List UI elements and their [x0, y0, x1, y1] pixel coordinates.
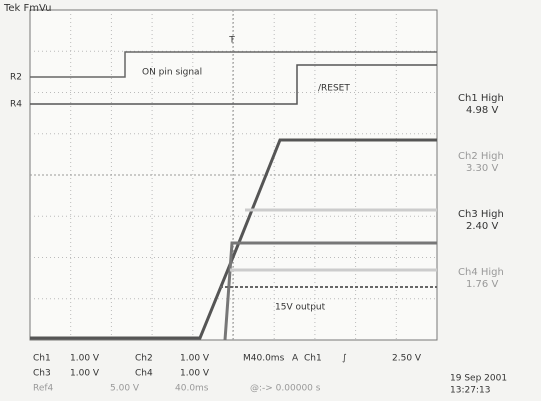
header-title: Tek FmVu — [3, 3, 52, 14]
annotation: /RESET — [318, 84, 350, 94]
setting: Ch1 — [304, 354, 322, 364]
settings: Ch1 1.00 V Ch2 1.00 V M40.0ms A Ch1 ∫ 2.50 V Ch3 1… — [33, 354, 422, 394]
readout-value: 4.98 V — [466, 105, 498, 116]
readout-name: Ch1 High — [458, 93, 504, 104]
setting: 40.0ms — [175, 384, 209, 394]
setting: M40.0ms — [243, 354, 285, 364]
setting: 2.50 V — [392, 354, 422, 364]
setting: @:-> 0.00000 s — [250, 384, 321, 394]
readout-name: Ch4 High — [458, 267, 504, 278]
date: 19 Sep 2001 — [450, 374, 507, 384]
setting: Ch4 — [135, 369, 153, 379]
setting: 1.00 V — [180, 354, 210, 364]
readout-value: 2.40 V — [466, 221, 498, 232]
trigger-marker: T — [228, 36, 235, 46]
readout-name: Ch2 High — [458, 151, 504, 162]
scope-screen: T Tek FmVu R2 R4 ON pin signal /RESET 15… — [0, 0, 541, 397]
readout-value: 1.76 V — [466, 279, 498, 290]
readout-value: 3.30 V — [466, 163, 498, 174]
setting: Ch3 — [33, 369, 51, 379]
setting: Ref4 — [33, 384, 54, 394]
marker: R4 — [10, 100, 22, 110]
annotation: 15V output — [275, 303, 326, 313]
time: 13:27:13 — [450, 386, 490, 396]
readout-name: Ch3 High — [458, 209, 504, 220]
setting: ∫ — [342, 354, 347, 364]
marker: R2 — [10, 73, 22, 83]
setting: 5.00 V — [110, 384, 140, 394]
setting: Ch2 — [135, 354, 153, 364]
setting: A — [292, 354, 299, 364]
setting: 1.00 V — [70, 354, 100, 364]
setting: 1.00 V — [70, 369, 100, 379]
annotation: ON pin signal — [142, 68, 202, 78]
setting: Ch1 — [33, 354, 51, 364]
setting: 1.00 V — [180, 369, 210, 379]
